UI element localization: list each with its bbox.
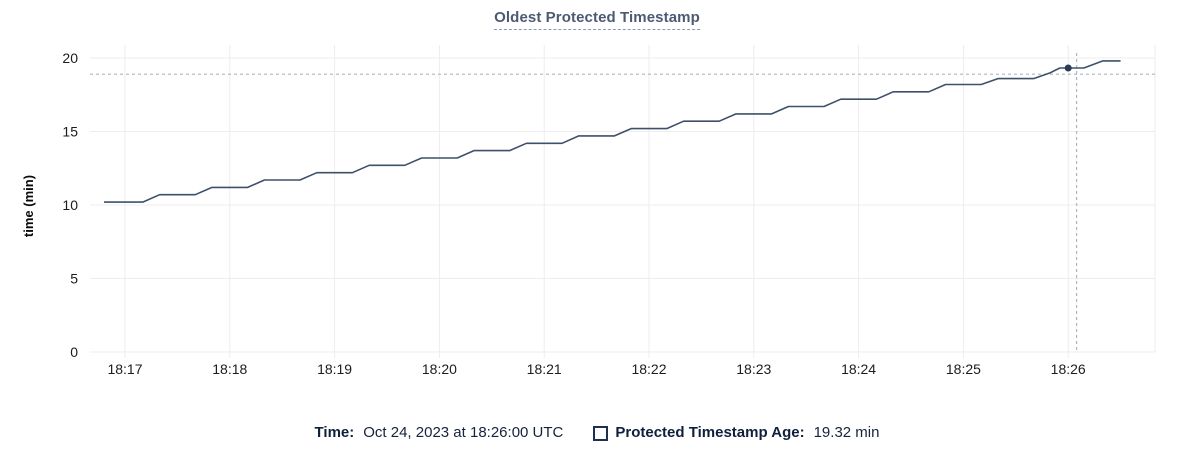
timeseries-chart[interactable]: 0 5 10 15 20 18:17 18:18 18:19 18:20 18:21 18:22 18… bbox=[0, 0, 1194, 410]
x-tick-label: 18:24 bbox=[841, 361, 876, 377]
x-tick-label: 18:20 bbox=[422, 361, 457, 377]
y-tick-label: 5 bbox=[70, 271, 78, 287]
x-tick-label: 18:26 bbox=[1051, 361, 1086, 377]
chart-title[interactable]: Oldest Protected Timestamp bbox=[494, 9, 700, 30]
hover-tooltip-legend: Time: Oct 24, 2023 at 18:26:00 UTC Prote… bbox=[0, 420, 1194, 446]
time-value: Oct 24, 2023 at 18:26:00 UTC bbox=[363, 424, 564, 441]
hover-point-marker bbox=[1064, 64, 1072, 72]
x-tick-label: 18:18 bbox=[212, 361, 247, 377]
y-tick-label: 20 bbox=[62, 50, 78, 66]
y-tick-label: 10 bbox=[62, 197, 78, 213]
time-label: Time: bbox=[314, 424, 355, 441]
y-tick-label: 15 bbox=[62, 124, 78, 140]
y-axis-title: time (min) bbox=[21, 175, 36, 237]
series-line bbox=[104, 60, 1121, 203]
x-tick-label: 18:17 bbox=[107, 361, 142, 377]
y-tick-label: 0 bbox=[70, 344, 78, 360]
x-tick-label: 18:19 bbox=[317, 361, 352, 377]
series-label: Protected Timestamp Age: bbox=[615, 424, 805, 441]
x-tick-label: 18:23 bbox=[736, 361, 771, 377]
series-value: 19.32 min bbox=[813, 424, 880, 441]
x-tick-label: 18:22 bbox=[631, 361, 666, 377]
x-tick-label: 18:25 bbox=[946, 361, 981, 377]
chart-title-row: Oldest Protected Timestamp bbox=[0, 9, 1194, 30]
x-tick-label: 18:21 bbox=[527, 361, 562, 377]
series-legend-checkbox-icon[interactable] bbox=[593, 425, 609, 441]
